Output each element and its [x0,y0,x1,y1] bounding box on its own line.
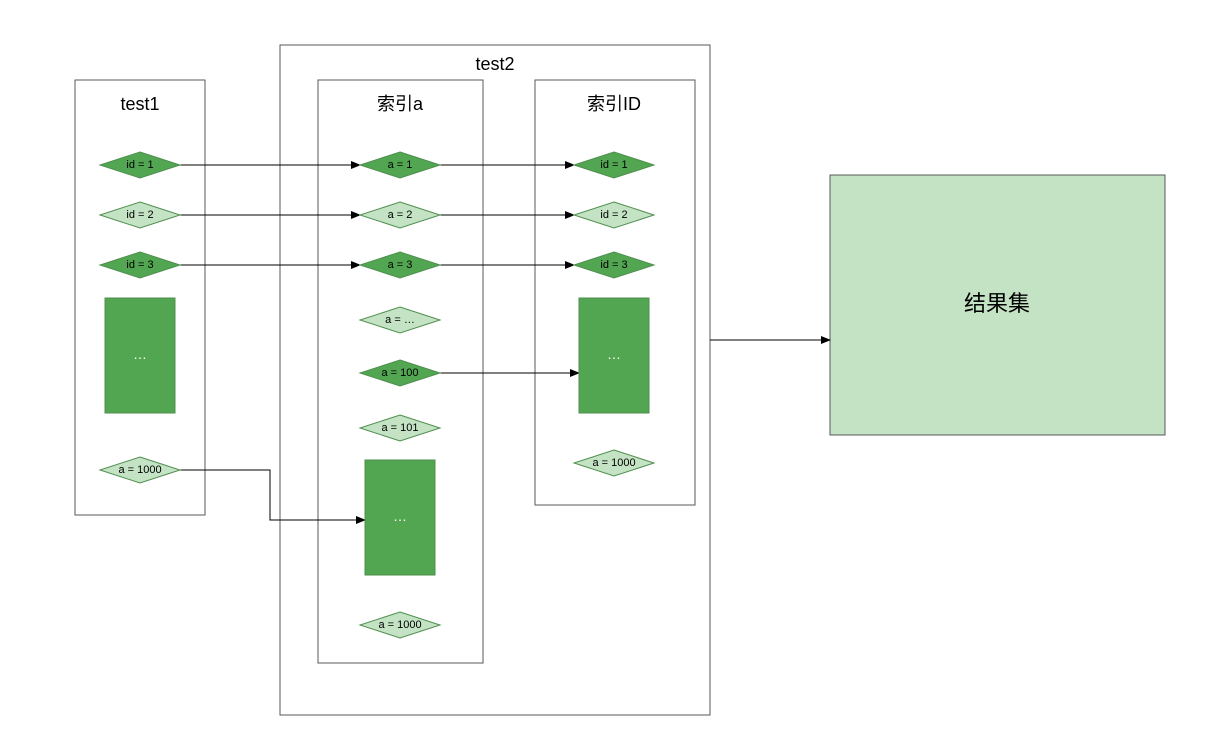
index-a-node-0-label: a = 1 [388,159,413,171]
index-a-node-0: a = 1 [360,152,440,178]
index-a-node-7: a = 1000 [360,612,440,638]
index-a-node-1-label: a = 2 [388,209,413,221]
container-index-a-title: 索引a [377,94,424,114]
index-id-node-4: a = 1000 [574,450,654,476]
test1-node-1-label: id = 2 [126,209,153,221]
test1-node-4-label: a = 1000 [118,464,161,476]
result-title: 结果集 [964,291,1030,316]
index-a-node-6-label: … [393,508,407,524]
index-id-node-3-label: … [607,346,621,362]
test1-node-1: id = 2 [100,202,180,228]
container-test2-title: test2 [475,54,514,74]
test1-node-2-label: id = 3 [126,259,153,271]
container-index-id: 索引ID [535,80,695,505]
nodes-index-a: a = 1 a = 2 a = 3 a = … a = 100 a = 101 … a = 1… [360,152,440,638]
index-a-node-4-label: a = 100 [381,367,418,379]
test1-node-4: a = 1000 [100,457,180,483]
index-id-node-4-label: a = 1000 [592,457,635,469]
index-a-node-2: a = 3 [360,252,440,278]
index-a-node-6: … [365,460,435,575]
index-a-node-2-label: a = 3 [388,259,413,271]
test1-node-0-label: id = 1 [126,159,153,171]
nodes-index-id: id = 1 id = 2 id = 3 … a = 1000 [574,152,654,476]
container-index-id-box [535,80,695,505]
index-a-node-1: a = 2 [360,202,440,228]
test1-node-2: id = 3 [100,252,180,278]
nodes-test1: id = 1 id = 2 id = 3 … a = 1000 [100,152,180,483]
index-a-node-5-label: a = 101 [381,422,418,434]
index-id-node-1-label: id = 2 [600,209,627,221]
index-id-node-0-label: id = 1 [600,159,627,171]
index-a-node-3-label: a = … [385,314,415,326]
edges-layer [180,165,830,520]
index-a-node-5: a = 101 [360,415,440,441]
test1-node-3-label: … [133,346,147,362]
index-a-node-3: a = … [360,307,440,333]
index-id-node-2: id = 3 [574,252,654,278]
test1-node-0: id = 1 [100,152,180,178]
index-id-node-2-label: id = 3 [600,259,627,271]
edge-7 [180,470,365,520]
test1-node-3: … [105,298,175,413]
index-id-node-1: id = 2 [574,202,654,228]
index-a-node-7-label: a = 1000 [378,619,421,631]
result-box: 结果集 [830,175,1165,435]
index-id-node-3: … [579,298,649,413]
index-id-node-0: id = 1 [574,152,654,178]
container-index-id-title: 索引ID [587,94,641,114]
container-test1-title: test1 [120,94,159,114]
index-a-node-4: a = 100 [360,360,440,386]
